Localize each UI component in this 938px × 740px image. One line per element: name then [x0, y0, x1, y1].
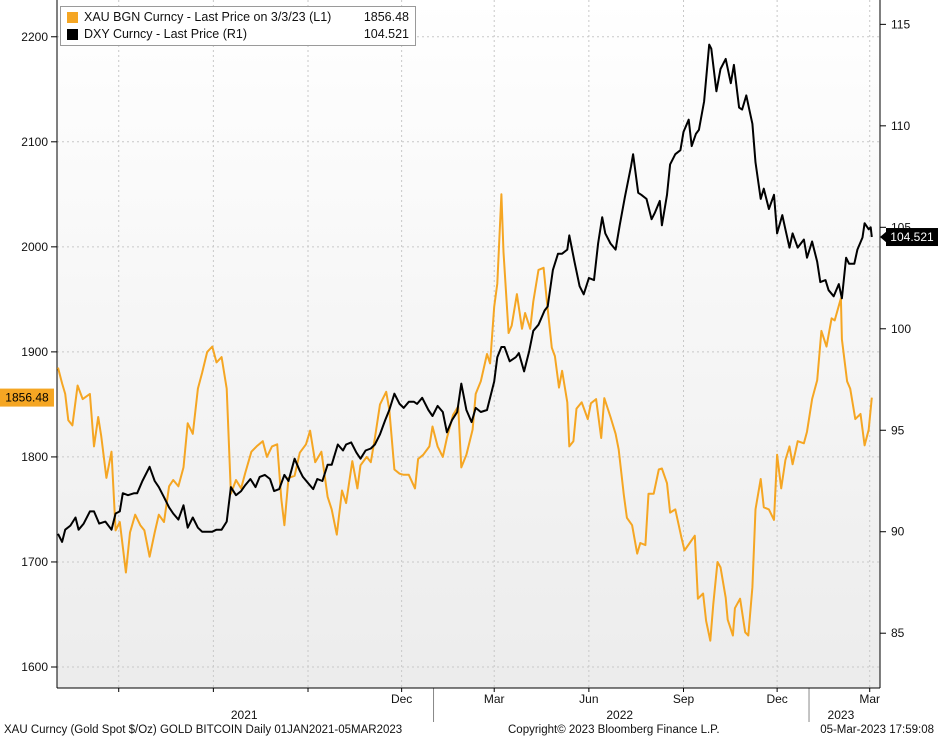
footer-copyright: Copyright© 2023 Bloomberg Finance L.P.	[508, 724, 720, 736]
left-tick-label: 2200	[21, 30, 48, 44]
legend-swatch-gold	[67, 12, 78, 23]
legend: XAU BGN Curncy - Last Price on 3/3/23 (L…	[60, 6, 416, 46]
right-tick-label: 115	[891, 17, 910, 31]
left-tick-label: 1600	[21, 660, 48, 674]
x-month-label: Dec	[391, 692, 412, 706]
x-year-label: 2021	[231, 708, 258, 722]
dxy-last-price-tag-text: 104.521	[890, 230, 934, 244]
footer: XAU Curncy (Gold Spot $/Oz) GOLD BITCOIN…	[0, 722, 938, 740]
x-month-label: Mar	[484, 692, 505, 706]
gold-price-line	[57, 193, 873, 642]
left-tick-label: 1900	[21, 345, 48, 359]
series-layer	[57, 43, 873, 642]
left-tick-label: 2000	[21, 240, 48, 254]
right-tick-label: 95	[891, 423, 905, 437]
left-tick-label: 2100	[21, 135, 48, 149]
legend-item-dxy: DXY Curncy - Last Price (R1) 104.521	[67, 27, 409, 43]
legend-swatch-dxy	[67, 29, 78, 40]
dxy-index-line	[57, 43, 873, 543]
legend-item-gold: XAU BGN Curncy - Last Price on 3/3/23 (L…	[67, 10, 409, 26]
dxy-tag-pointer	[880, 231, 887, 244]
legend-label-dxy: DXY Curncy - Last Price (R1)	[84, 27, 248, 41]
x-month-label: Dec	[766, 692, 787, 706]
dxy-last-price-tag	[886, 228, 938, 247]
footer-source: XAU Curncy (Gold Spot $/Oz) GOLD BITCOIN…	[4, 724, 403, 736]
gold-last-price-tag-text: 1856.48	[5, 391, 49, 405]
legend-value-gold: 1856.48	[363, 10, 409, 24]
plot-area	[57, 0, 880, 688]
chart-canvas: 1600170018001900200021002200859095100105…	[0, 0, 938, 722]
right-tick-label: 85	[891, 626, 905, 640]
x-month-label: Jun	[579, 692, 598, 706]
x-year-label: 2022	[606, 708, 633, 722]
x-year-label: 2023	[828, 708, 855, 722]
axes: 1600170018001900200021002200859095100105…	[21, 0, 911, 722]
legend-value-dxy: 104.521	[363, 27, 409, 41]
value-tags: 1856.48 104.521	[0, 228, 938, 407]
legend-label-gold: XAU BGN Curncy - Last Price on 3/3/23 (L…	[84, 10, 332, 24]
grid	[57, 0, 880, 688]
right-tick-label: 90	[891, 525, 905, 539]
footer-timestamp: 05-Mar-2023 17:59:08	[820, 724, 934, 736]
x-month-label: Sep	[673, 692, 695, 706]
gold-last-price-tag	[0, 388, 54, 407]
right-tick-label: 100	[891, 322, 911, 336]
left-tick-label: 1700	[21, 555, 48, 569]
x-month-label: Mar	[859, 692, 880, 706]
right-tick-label: 110	[891, 119, 910, 133]
left-tick-label: 1800	[21, 450, 48, 464]
